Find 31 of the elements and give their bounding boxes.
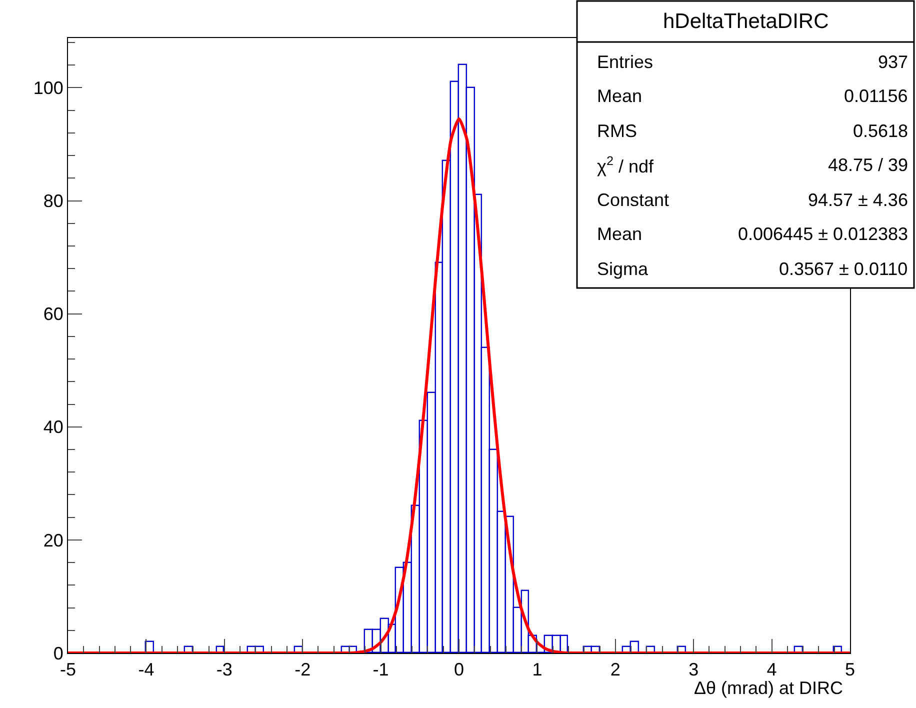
- y-tick-label: 80: [43, 191, 64, 212]
- annotation: 0.3567 ± 0.0110: [779, 259, 908, 279]
- x-tick-label: 2: [610, 660, 620, 680]
- annotation: 94.57 ± 4.36: [808, 190, 908, 210]
- text: 0.5618: [853, 121, 908, 141]
- x-tick-label: 1: [532, 660, 542, 680]
- annotation: Mean: [597, 224, 642, 244]
- y-tick-label: 20: [43, 530, 64, 550]
- chart-title: hDeltaThetaDIRC: [663, 10, 829, 33]
- annotation: χ$^{2}$ / ndf: [597, 154, 654, 177]
- x-tick-label: 3: [688, 660, 699, 680]
- annotation: RMS: [597, 121, 637, 141]
- annotation: Mean: [597, 86, 642, 106]
- x-tick-label: -1: [372, 660, 389, 680]
- x-tick-label: 5: [844, 660, 856, 680]
- annotation: 0.01156: [844, 86, 908, 106]
- y-tick-label: 60: [43, 304, 64, 324]
- text: 937: [878, 52, 908, 72]
- x-axis-title: Δθ (mrad) at DIRC: [694, 678, 844, 698]
- x-tick-label: -2: [294, 660, 311, 680]
- annotation: Constant: [597, 190, 670, 210]
- y-tick-label: 100: [33, 78, 64, 98]
- annotation: 0.006445 ± 0.012383: [738, 224, 908, 244]
- annotation: Sigma: [597, 259, 650, 279]
- x-tick-label: -3: [216, 660, 232, 680]
- annotation: 48.75 / 39: [828, 155, 908, 175]
- x-tick-label: -4: [138, 660, 154, 680]
- annotation: Entries: [597, 52, 654, 72]
- x-tick-label: 0: [454, 660, 464, 680]
- x-tick-label: 4: [766, 660, 777, 680]
- y-tick-label: 40: [43, 417, 64, 438]
